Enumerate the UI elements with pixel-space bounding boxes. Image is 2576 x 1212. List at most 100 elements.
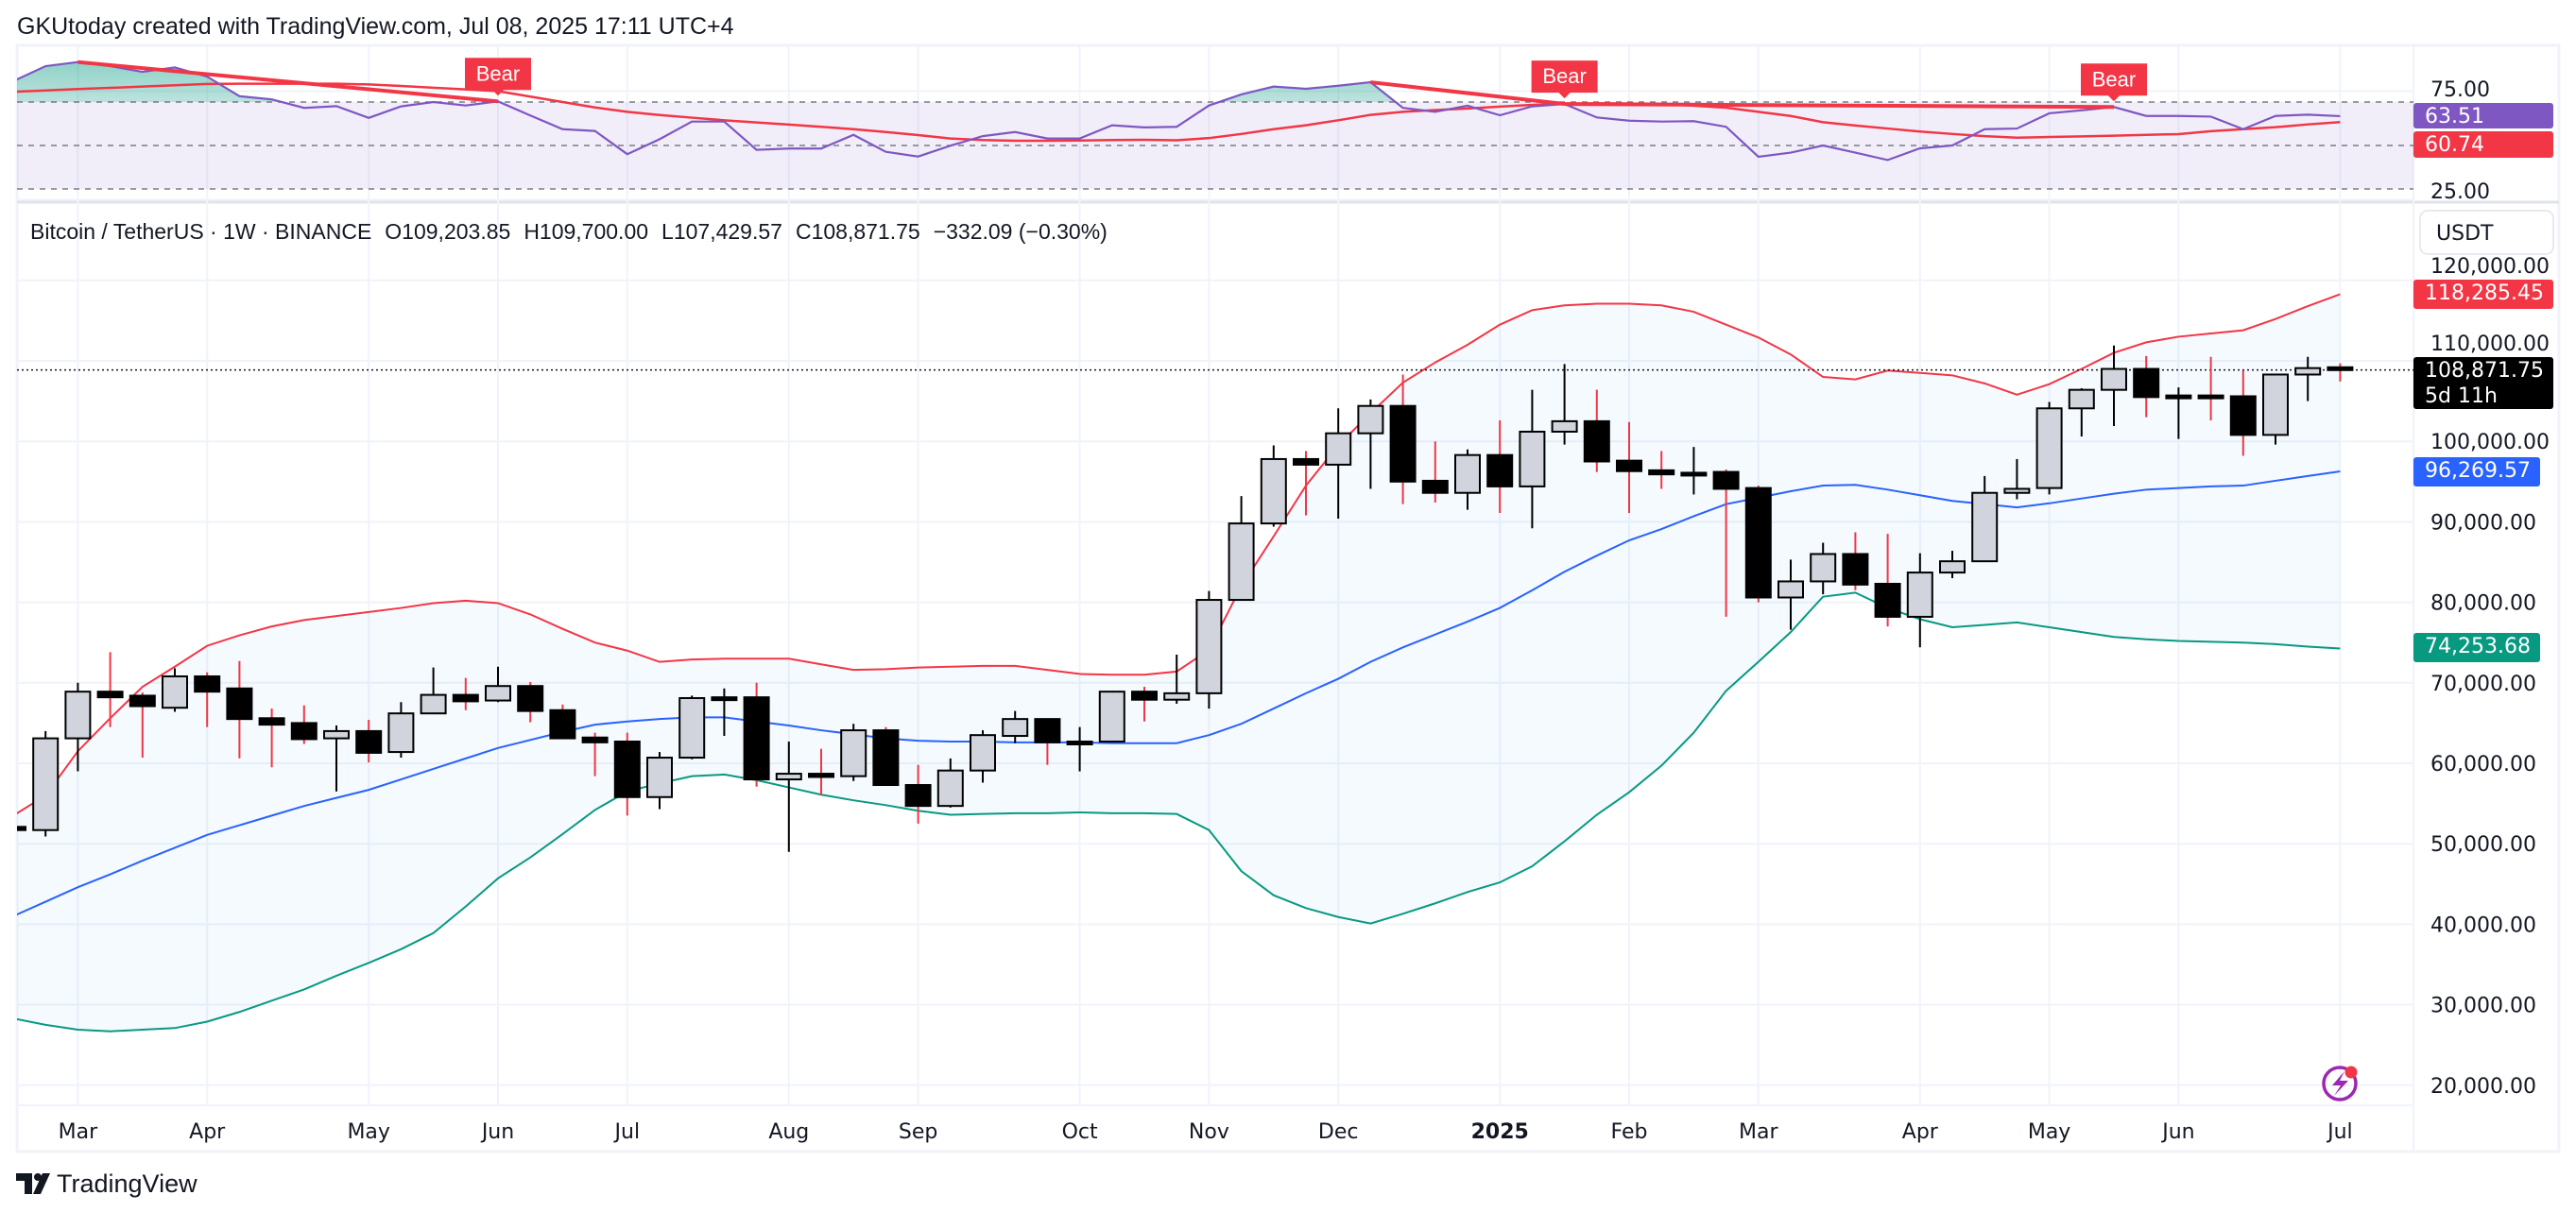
candle[interactable] (646, 752, 673, 810)
candle-body (2229, 395, 2257, 436)
candle[interactable] (970, 730, 996, 783)
candle[interactable] (1616, 421, 1642, 514)
candle[interactable] (387, 702, 415, 759)
candle[interactable] (1712, 469, 1740, 617)
symbol-name: Bitcoin / TetherUS · 1W · BINANCE (30, 219, 371, 244)
candle[interactable] (32, 730, 60, 837)
candle[interactable] (1293, 451, 1319, 516)
candle[interactable] (1939, 551, 1966, 579)
price-axis-label: 50,000.00 (2430, 833, 2536, 857)
currency-button-bg[interactable] (2419, 210, 2554, 255)
candle[interactable] (1195, 590, 1223, 709)
candle[interactable] (1810, 542, 1837, 595)
candle-body (1519, 430, 1546, 487)
candle[interactable] (258, 708, 285, 768)
candle[interactable] (1583, 389, 1610, 472)
candle[interactable] (1131, 687, 1158, 722)
candle[interactable] (2165, 387, 2192, 439)
candle[interactable] (2262, 373, 2289, 445)
candle[interactable] (581, 732, 609, 777)
candle[interactable] (1744, 486, 1772, 603)
candle[interactable] (1971, 475, 1999, 563)
candle[interactable] (162, 668, 188, 712)
candle[interactable] (1389, 374, 1417, 504)
candle[interactable] (1454, 449, 1481, 510)
candle[interactable] (613, 732, 641, 816)
candle[interactable] (1098, 691, 1125, 743)
candle-body (258, 717, 285, 726)
price-axis[interactable]: 120,000.00 110,000.00 100,000.00 90,000.00 8… (2430, 78, 2550, 1099)
candle[interactable] (129, 692, 156, 759)
candle[interactable] (936, 758, 964, 808)
rsi-line (17, 60, 2341, 162)
candle[interactable] (485, 666, 511, 703)
candle[interactable] (1842, 532, 1869, 590)
candle[interactable] (1777, 559, 1804, 630)
candle[interactable] (64, 682, 92, 772)
bear-signal-label[interactable]: Bear (1531, 60, 1598, 99)
candle[interactable] (1421, 441, 1449, 503)
candle[interactable] (808, 748, 834, 796)
candle[interactable] (1325, 408, 1352, 519)
candle[interactable] (290, 705, 318, 744)
candle[interactable] (711, 688, 738, 737)
candle[interactable] (1357, 399, 1384, 489)
candle-body (485, 685, 511, 702)
candle-body (549, 708, 576, 740)
candle[interactable] (2197, 356, 2224, 421)
candle[interactable] (2229, 370, 2257, 456)
candle[interactable] (1066, 726, 1093, 772)
candle-body (1357, 404, 1384, 435)
candle[interactable] (904, 764, 932, 824)
candle[interactable] (678, 695, 706, 760)
candle[interactable] (1519, 389, 1546, 529)
symbol-legend[interactable]: Bitcoin / TetherUS · 1W · BINANCE O109,20… (30, 219, 1108, 244)
candle[interactable] (2003, 458, 2031, 500)
candle[interactable] (2327, 363, 2354, 382)
tradingview-logo[interactable]: TradingView (16, 1169, 197, 1198)
candle[interactable] (549, 704, 576, 740)
candle[interactable] (517, 681, 544, 723)
candle[interactable] (96, 652, 124, 727)
candle[interactable] (1906, 553, 1933, 648)
candle[interactable] (1163, 654, 1191, 704)
lightning-alert-icon[interactable] (2322, 1066, 2358, 1101)
candle[interactable] (1874, 534, 1901, 627)
candle[interactable] (872, 726, 900, 787)
bear-signal-label[interactable]: Bear (465, 58, 531, 96)
candle[interactable] (2068, 387, 2095, 437)
candle-body (1260, 457, 1287, 525)
candle[interactable] (743, 682, 770, 787)
candle[interactable] (1680, 447, 1708, 495)
candle[interactable] (1486, 420, 1514, 514)
candle[interactable] (2133, 355, 2160, 418)
candle[interactable] (226, 660, 253, 759)
candle[interactable] (1648, 451, 1675, 489)
candle[interactable] (2035, 401, 2063, 495)
candle[interactable] (2294, 356, 2322, 401)
candle[interactable] (1260, 445, 1287, 527)
candle-body (2165, 394, 2192, 400)
candle[interactable] (420, 667, 447, 715)
candle[interactable] (1002, 710, 1029, 743)
candle[interactable] (452, 677, 479, 710)
bear-signal-label[interactable]: Bear (2081, 63, 2147, 102)
candle[interactable] (1034, 718, 1061, 765)
candle[interactable] (1, 824, 26, 832)
candle[interactable] (1228, 496, 1255, 602)
time-axis[interactable]: Mar Apr May Jun Jul Aug Sep Oct Nov Dec 2025 Feb Mar… (59, 1120, 2353, 1144)
candle[interactable] (840, 724, 867, 781)
candle-body (936, 769, 964, 808)
candle-body (646, 757, 673, 798)
candle[interactable] (1551, 364, 1578, 445)
candle[interactable] (194, 672, 221, 727)
candle[interactable] (355, 719, 383, 763)
price-pane[interactable] (1, 293, 2413, 1033)
rsi-pane[interactable] (13, 60, 2413, 190)
currency-button[interactable]: USDT (2419, 210, 2554, 255)
logo-mark-dot (34, 1173, 42, 1181)
candle[interactable] (775, 741, 802, 852)
candle[interactable] (2101, 345, 2127, 427)
candle[interactable] (323, 725, 350, 792)
